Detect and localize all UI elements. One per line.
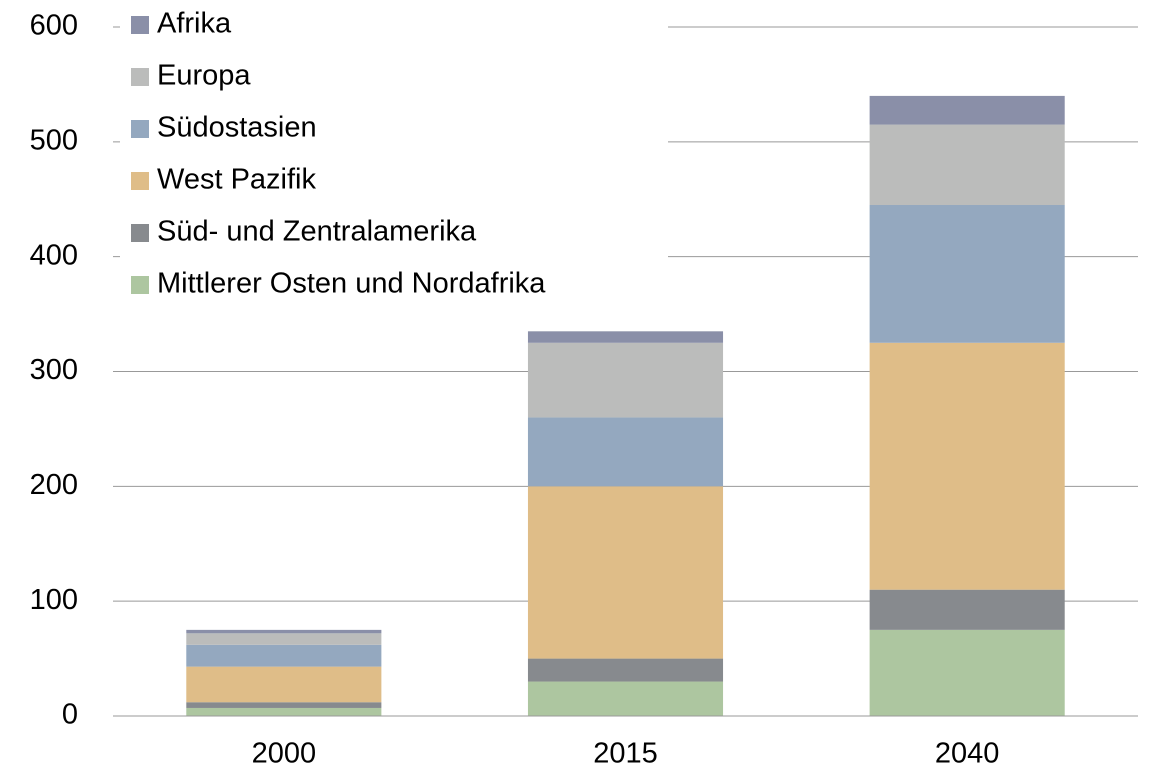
legend-swatch xyxy=(131,224,149,242)
bar-segment xyxy=(869,342,1065,590)
legend-label: Mittlerer Osten und Nordafrika xyxy=(157,268,546,300)
bar-segment xyxy=(869,204,1065,343)
legend-background xyxy=(120,0,668,305)
y-tick-label: 400 xyxy=(30,239,78,271)
bar-segment xyxy=(186,644,382,667)
bar-segment xyxy=(186,666,382,703)
x-tick-label: 2000 xyxy=(252,738,317,770)
y-tick-label: 0 xyxy=(62,699,78,731)
legend-swatch xyxy=(131,120,149,138)
bar-segment xyxy=(869,124,1065,205)
legend-label: Süd- und Zentralamerika xyxy=(157,216,477,248)
bar-segment xyxy=(527,331,724,343)
bar-segment xyxy=(527,342,724,418)
bar-segment xyxy=(186,702,382,708)
legend-label: West Pazifik xyxy=(157,164,317,196)
bar-segment xyxy=(527,681,724,716)
bar-segment xyxy=(869,629,1065,716)
bar-segment xyxy=(869,589,1065,630)
bar-segment xyxy=(527,417,724,487)
legend-label: Afrika xyxy=(157,8,232,40)
bar-segment xyxy=(527,658,724,682)
legend-label: Südostasien xyxy=(157,112,317,144)
legend-swatch xyxy=(131,68,149,86)
y-tick-label: 500 xyxy=(30,124,78,156)
legend-swatch xyxy=(131,172,149,190)
x-tick-label: 2040 xyxy=(935,738,1000,770)
bar-segment xyxy=(186,707,382,716)
y-tick-label: 100 xyxy=(30,584,78,616)
y-tick-label: 300 xyxy=(30,354,78,386)
legend-label: Europa xyxy=(157,60,251,92)
legend-swatch xyxy=(131,276,149,294)
bar-segment xyxy=(186,629,382,634)
legend-swatch xyxy=(131,16,149,34)
y-tick-label: 600 xyxy=(30,10,78,42)
bar-segment xyxy=(186,633,382,645)
bar-segment xyxy=(527,486,724,659)
bar-segment xyxy=(869,95,1065,125)
x-tick-label: 2015 xyxy=(593,738,658,770)
y-tick-label: 200 xyxy=(30,469,78,501)
